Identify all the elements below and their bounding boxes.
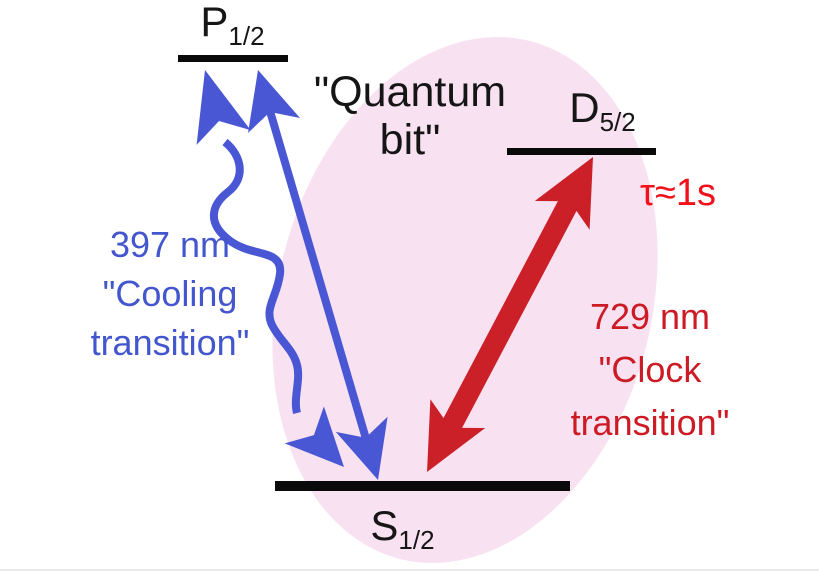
cooling-transition-label: 397 nm "Cooling transition" (50, 220, 290, 367)
p12-subscript: 1/2 (228, 21, 265, 51)
clock-transition-arrow-icon (427, 157, 593, 472)
p12-letter: P (200, 0, 229, 45)
d52-letter: D (569, 84, 600, 131)
d52-subscript: 5/2 (599, 107, 636, 137)
clock-transition-label: 729 nm "Clock transition" (535, 290, 765, 449)
p12-level-line (178, 55, 288, 62)
clock-arrow-head-up (534, 157, 593, 230)
wavy-arrow-head-up (196, 70, 251, 145)
clock-name-line1: "Clock (598, 349, 702, 390)
spontaneous-emission-wavy-arrow-icon (196, 70, 344, 467)
quantum-bit-line2: bit" (379, 116, 441, 164)
s12-letter: S (370, 502, 399, 549)
wavy-arrow-head-down (284, 406, 344, 467)
cooling-arrow-head-down (335, 416, 388, 480)
quantum-bit-line1: "Quantum (313, 68, 507, 116)
cooling-transition-arrow-icon (248, 70, 388, 480)
cooling-name-line2: transition" (90, 322, 250, 363)
clock-arrow-head-down (427, 399, 486, 472)
s12-subscript: 1/2 (398, 525, 435, 555)
cooling-arrow-shaft (265, 107, 371, 443)
cooling-wavelength: 397 nm (109, 224, 231, 265)
slide-edge-rule (0, 569, 819, 571)
d52-level-label: D5/2 (530, 86, 675, 144)
lifetime-label: τ≈1s (640, 172, 716, 214)
s12-level-label: S1/2 (330, 504, 475, 562)
quantum-bit-label: "Quantum bit" (308, 68, 512, 164)
p12-level-label: P1/2 (160, 0, 305, 58)
clock-wavelength: 729 nm (589, 296, 711, 337)
d52-level-line (507, 148, 656, 155)
cooling-arrow-head-up (248, 70, 300, 133)
clock-arrow-shaft (439, 192, 581, 437)
clock-name-line2: transition" (570, 402, 730, 443)
cooling-name-line1: "Cooling (102, 273, 238, 314)
wavy-arrow-body (210, 138, 303, 415)
s12-level-line (275, 481, 570, 491)
